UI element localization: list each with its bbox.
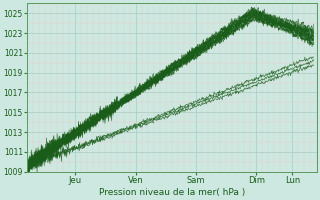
X-axis label: Pression niveau de la mer( hPa ): Pression niveau de la mer( hPa ) — [99, 188, 245, 197]
